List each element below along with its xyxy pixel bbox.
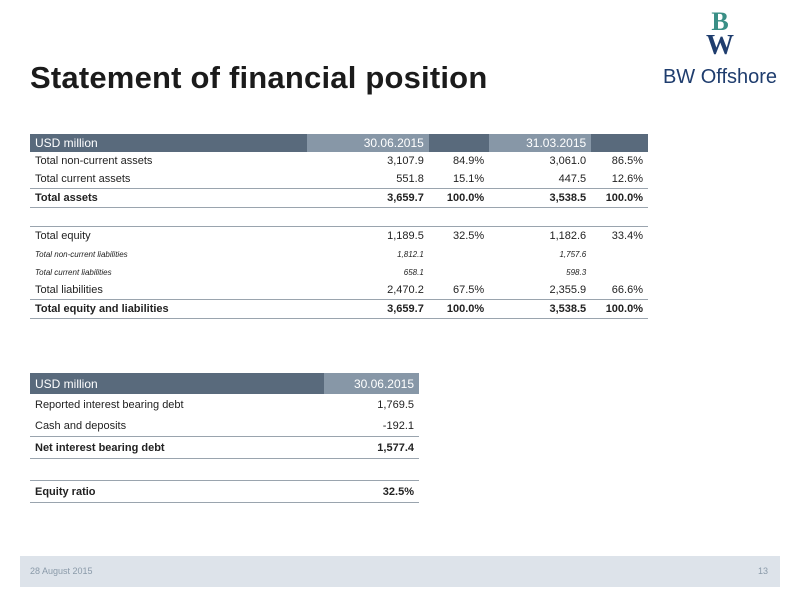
row-value: 1,812.1	[397, 249, 424, 259]
footer-date: 28 August 2015	[30, 566, 93, 576]
row-label: Net interest bearing debt	[30, 436, 324, 459]
table-row: Total current assets 551.8 15.1% 447.5 1…	[30, 170, 648, 189]
table-row-total: Equity ratio 32.5%	[30, 480, 419, 503]
row-value: 1,182.6	[549, 230, 587, 242]
row-value: 3,659.7	[307, 188, 429, 208]
row-value: 32.5%	[324, 480, 419, 503]
row-percent: 100.0%	[591, 299, 648, 319]
interest-bearing-debt-table: USD million 30.06.2015 Reported interest…	[30, 373, 419, 503]
header-period-1: 30.06.2015	[307, 134, 429, 152]
row-value: 1,769.5	[377, 398, 414, 411]
row-value: 3,538.5	[489, 299, 592, 319]
row-label: Cash and deposits	[35, 419, 127, 432]
row-value: 658.1	[403, 267, 424, 277]
bw-logo-icon: B W	[706, 8, 734, 58]
row-value: 3,061.0	[549, 155, 587, 167]
page-number: 13	[757, 566, 768, 576]
table-row-total: Total equity and liabilities 3,659.7 100…	[30, 299, 648, 319]
row-percent: 86.5%	[611, 155, 643, 167]
header-period-1: 30.06.2015	[324, 373, 419, 394]
table-row: Total non-current assets 3,107.9 84.9% 3…	[30, 152, 648, 170]
row-value: 447.5	[558, 173, 587, 185]
row-label: Reported interest bearing debt	[35, 398, 184, 411]
table-row-total: Net interest bearing debt 1,577.4	[30, 436, 419, 459]
row-percent: 33.4%	[611, 230, 643, 242]
row-label: Total equity	[35, 230, 91, 242]
row-label: Total current liabilities	[35, 267, 112, 277]
row-label: Total current assets	[35, 173, 131, 185]
row-value: 1,189.5	[387, 230, 424, 242]
row-value: 598.3	[566, 267, 587, 277]
row-label: Total equity and liabilities	[30, 299, 308, 319]
company-logo: B W BW Offshore	[662, 8, 778, 98]
row-value: 1,577.4	[324, 436, 419, 459]
row-value: 2,470.2	[387, 284, 424, 296]
table-row-detail: Total non-current liabilities 1,812.1 1,…	[30, 245, 648, 263]
row-value: 3,107.9	[387, 155, 424, 167]
table-header-row: USD million 30.06.2015	[30, 373, 419, 394]
company-name: BW Offshore	[662, 66, 778, 88]
row-percent: 67.5%	[452, 284, 485, 296]
row-percent: 66.6%	[611, 284, 643, 296]
svg-text:W: W	[706, 30, 734, 58]
svg-text:B: B	[711, 8, 728, 36]
financial-position-table: USD million 30.06.2015 31.03.2015 Total …	[30, 134, 648, 319]
row-percent: 12.6%	[611, 173, 643, 185]
table-spacer-row	[30, 458, 419, 481]
row-percent: 15.1%	[452, 173, 485, 185]
table-row: Reported interest bearing debt 1,769.5	[30, 394, 419, 415]
row-percent: 100.0%	[591, 188, 648, 208]
row-value: 3,538.5	[489, 188, 592, 208]
row-label: Total liabilities	[35, 284, 103, 296]
row-label: Total assets	[30, 188, 308, 208]
table-row-total: Total assets 3,659.7 100.0% 3,538.5 100.…	[30, 188, 648, 208]
row-value: 2,355.9	[549, 284, 587, 296]
table-spacer-row	[30, 207, 648, 227]
row-label: Total non-current assets	[35, 155, 153, 167]
row-value: 1,757.6	[559, 249, 587, 259]
row-label: Equity ratio	[30, 480, 324, 503]
slide-title: Statement of financial position	[30, 60, 488, 95]
header-label: USD million	[30, 373, 324, 394]
header-label: USD million	[30, 134, 308, 152]
row-percent: 84.9%	[452, 155, 485, 167]
row-label: Total non-current liabilities	[35, 249, 128, 259]
row-value: 551.8	[396, 173, 424, 185]
row-value: 3,659.7	[307, 299, 429, 319]
row-percent: 100.0%	[428, 188, 490, 208]
row-value: -192.1	[382, 419, 414, 432]
table-row: Cash and deposits -192.1	[30, 415, 419, 437]
table-header-row: USD million 30.06.2015 31.03.2015	[30, 134, 648, 152]
table-row: Total equity 1,189.5 32.5% 1,182.6 33.4%	[30, 227, 648, 246]
slide-footer: 28 August 2015 13	[20, 556, 780, 587]
row-percent: 100.0%	[428, 299, 490, 319]
table-row-detail: Total current liabilities 658.1 598.3	[30, 263, 648, 281]
row-percent: 32.5%	[452, 230, 485, 242]
header-period-2: 31.03.2015	[489, 134, 592, 152]
table-row: Total liabilities 2,470.2 67.5% 2,355.9 …	[30, 281, 648, 300]
